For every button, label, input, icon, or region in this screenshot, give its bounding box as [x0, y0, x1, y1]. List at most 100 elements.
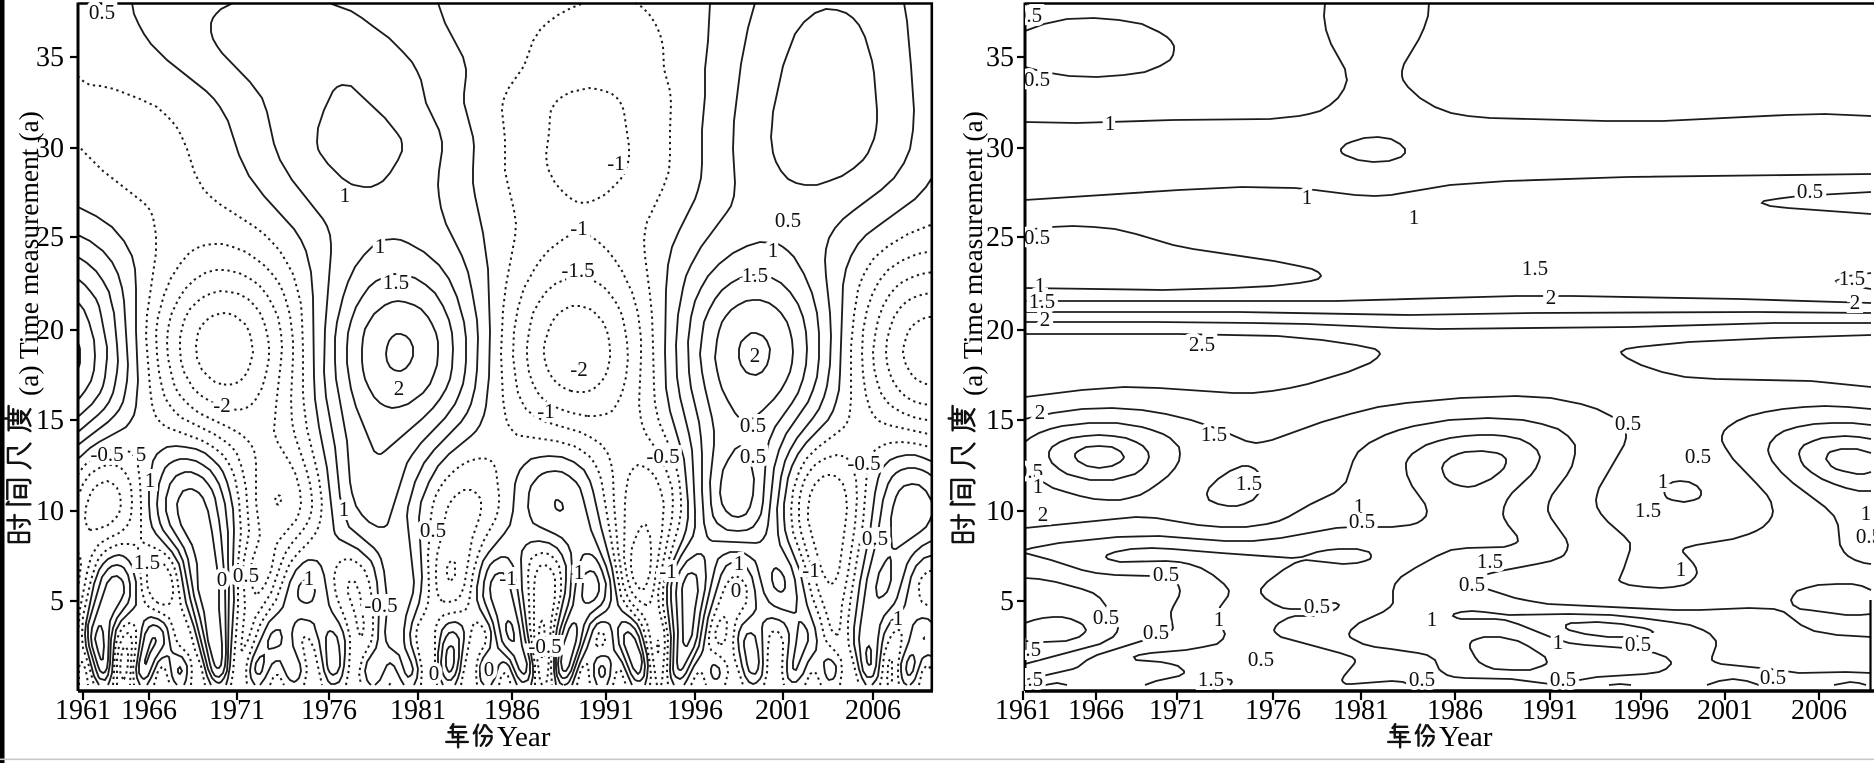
svg-text:0.5: 0.5: [233, 563, 259, 587]
svg-text:Year: Year: [1439, 721, 1493, 753]
svg-text:0: 0: [217, 567, 228, 591]
svg-text:0.5: 0.5: [1093, 605, 1119, 629]
svg-text:15: 15: [36, 405, 64, 436]
svg-text:35: 35: [36, 42, 64, 73]
svg-text:1: 1: [734, 551, 745, 575]
svg-text:5: 5: [50, 586, 64, 617]
svg-text:0.5: 0.5: [1625, 632, 1651, 656]
svg-text:2: 2: [750, 343, 761, 367]
svg-text:0.5: 0.5: [1797, 179, 1823, 203]
svg-text:1.5: 1.5: [383, 270, 409, 294]
svg-text:1.5: 1.5: [1198, 667, 1224, 691]
svg-text:1.5: 1.5: [1029, 289, 1055, 313]
svg-text:-1: -1: [607, 151, 625, 175]
svg-text:0.5: 0.5: [1024, 67, 1050, 91]
svg-text:(a) Time measurement (a): (a) Time measurement (a): [13, 111, 44, 396]
svg-text:20: 20: [36, 315, 64, 346]
svg-text:0.5: 0.5: [1685, 444, 1711, 468]
svg-text:5: 5: [136, 442, 147, 466]
svg-text:1: 1: [1033, 474, 1044, 498]
svg-text:2: 2: [1850, 290, 1861, 314]
svg-text:2001: 2001: [755, 695, 811, 726]
svg-text:1.5: 1.5: [1839, 266, 1865, 290]
svg-text:0: 0: [731, 578, 742, 602]
svg-text:25: 25: [36, 222, 64, 253]
svg-text:0.5: 0.5: [89, 0, 115, 24]
svg-text:1971: 1971: [209, 695, 265, 726]
svg-text:1.5: 1.5: [1017, 667, 1043, 691]
svg-text:0.5: 0.5: [1024, 225, 1050, 249]
svg-text:1: 1: [1409, 205, 1420, 229]
svg-text:0.5: 0.5: [1248, 647, 1274, 671]
svg-text:Year: Year: [497, 721, 551, 753]
svg-text:1.5: 1.5: [1201, 422, 1227, 446]
svg-text:0.5: 0.5: [1349, 509, 1375, 533]
svg-text:1996: 1996: [1613, 695, 1669, 726]
svg-text:2: 2: [1035, 400, 1046, 424]
svg-text:1: 1: [574, 560, 585, 584]
svg-text:-1: -1: [570, 216, 588, 240]
svg-text:1991: 1991: [1522, 695, 1578, 726]
svg-text:1: 1: [1861, 501, 1872, 525]
svg-text:-0.5: -0.5: [646, 444, 679, 468]
svg-text:0.5: 0.5: [775, 208, 801, 232]
svg-text:2: 2: [1546, 285, 1557, 309]
svg-text:-0.5: -0.5: [90, 442, 123, 466]
svg-text:1.5: 1.5: [1522, 256, 1548, 280]
svg-text:25: 25: [986, 222, 1014, 253]
svg-text:1: 1: [1658, 469, 1669, 493]
svg-text:1966: 1966: [121, 695, 177, 726]
svg-text:20: 20: [986, 315, 1014, 346]
svg-text:-1.5: -1.5: [561, 258, 594, 282]
svg-text:1.5: 1.5: [1236, 471, 1262, 495]
svg-text:1961: 1961: [995, 695, 1051, 726]
svg-text:1: 1: [339, 497, 350, 521]
svg-text:-0.5: -0.5: [364, 593, 397, 617]
svg-text:-2: -2: [213, 393, 231, 417]
svg-text:2006: 2006: [845, 695, 901, 726]
svg-text:2.5: 2.5: [1189, 332, 1215, 356]
svg-text:1.5: 1.5: [1477, 549, 1503, 573]
svg-text:1: 1: [1553, 630, 1564, 654]
svg-text:-0.5: -0.5: [847, 451, 880, 475]
svg-text:0: 0: [484, 657, 495, 681]
svg-text:0.5: 0.5: [1304, 594, 1330, 618]
svg-text:1981: 1981: [1333, 695, 1389, 726]
svg-text:0.5: 0.5: [862, 526, 888, 550]
svg-text:30: 30: [36, 133, 64, 164]
svg-text:0.5: 0.5: [740, 413, 766, 437]
svg-text:-1: -1: [802, 558, 820, 582]
svg-text:-1: -1: [499, 566, 517, 590]
svg-text:2006: 2006: [1791, 695, 1847, 726]
svg-text:1: 1: [1302, 185, 1313, 209]
svg-text:-2: -2: [570, 357, 588, 381]
svg-text:1: 1: [1105, 111, 1116, 135]
svg-text:1976: 1976: [301, 695, 357, 726]
svg-text:1: 1: [1354, 494, 1365, 518]
svg-text:0.5: 0.5: [420, 518, 446, 542]
svg-text:0.5: 0.5: [1153, 562, 1179, 586]
svg-text:35: 35: [986, 42, 1014, 73]
svg-text:1991: 1991: [578, 695, 634, 726]
svg-text:1: 1: [304, 566, 315, 590]
svg-text:1.5: 1.5: [134, 550, 160, 574]
svg-text:10: 10: [36, 496, 64, 527]
svg-text:1: 1: [768, 238, 779, 262]
svg-text:1.5: 1.5: [1015, 637, 1041, 661]
svg-text:(a) Time measurement (a): (a) Time measurement (a): [957, 111, 988, 396]
svg-text:1: 1: [1427, 607, 1438, 631]
svg-text:1: 1: [893, 606, 904, 630]
svg-text:1986: 1986: [1427, 695, 1483, 726]
svg-text:1: 1: [1214, 607, 1225, 631]
svg-text:0.5: 0.5: [1143, 620, 1169, 644]
svg-text:1971: 1971: [1149, 695, 1205, 726]
svg-text:1976: 1976: [1245, 695, 1301, 726]
svg-text:0.5: 0.5: [1856, 524, 1874, 548]
svg-text:0.5: 0.5: [1016, 3, 1042, 27]
svg-text:0.5: 0.5: [1550, 667, 1576, 691]
svg-text:-1: -1: [659, 559, 677, 583]
svg-text:1: 1: [340, 183, 351, 207]
svg-text:-1: -1: [537, 399, 555, 423]
svg-text:2001: 2001: [1697, 695, 1753, 726]
svg-text:0: 0: [429, 661, 440, 685]
